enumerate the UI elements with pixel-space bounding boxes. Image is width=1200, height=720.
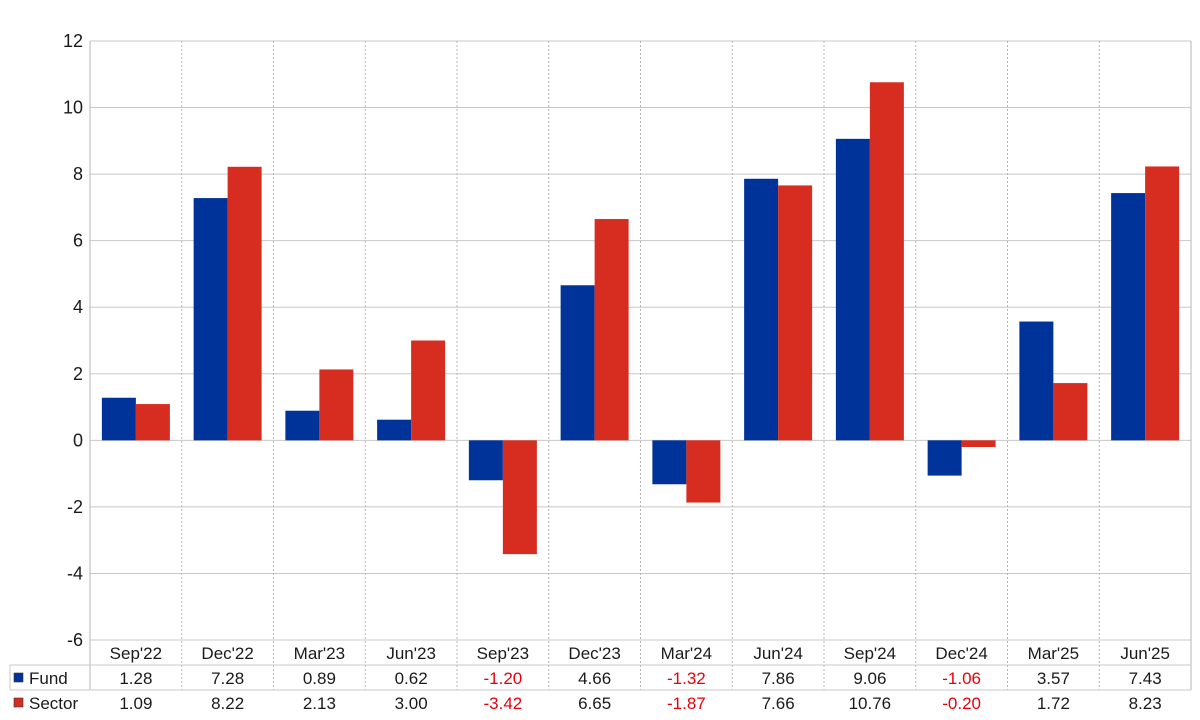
data-label: 0.62 <box>395 669 428 688</box>
y-tick-label: 12 <box>63 31 83 51</box>
bar-fund <box>560 285 595 441</box>
category-label: Mar'25 <box>1028 644 1079 663</box>
bar-fund <box>1019 321 1054 441</box>
bar-sector <box>778 185 813 441</box>
bar-sector <box>686 440 721 503</box>
data-label: -3.42 <box>484 694 523 713</box>
bar-sector <box>135 404 170 441</box>
category-label: Dec'24 <box>935 644 987 663</box>
y-tick-label: 6 <box>73 231 83 251</box>
bar-fund <box>835 138 870 441</box>
bar-sector <box>411 340 446 441</box>
bars <box>101 82 1180 555</box>
legend-swatch-sector <box>13 697 24 708</box>
category-label: Sep'22 <box>110 644 162 663</box>
data-label: -1.87 <box>667 694 706 713</box>
legend-label-fund: Fund <box>29 669 68 688</box>
bar-sector <box>869 82 904 441</box>
category-label: Jun'25 <box>1120 644 1170 663</box>
data-label: 7.43 <box>1129 669 1162 688</box>
category-label: Dec'23 <box>568 644 620 663</box>
category-label: Mar'24 <box>661 644 712 663</box>
data-label: 7.66 <box>762 694 795 713</box>
bar-sector <box>1053 383 1088 441</box>
y-tick-label: 8 <box>73 164 83 184</box>
data-label: 9.06 <box>853 669 886 688</box>
data-label: 8.22 <box>211 694 244 713</box>
category-label: Jun'23 <box>386 644 436 663</box>
data-label: -1.06 <box>942 669 981 688</box>
data-label: 6.65 <box>578 694 611 713</box>
bar-sector <box>594 219 629 441</box>
data-label: 0.89 <box>303 669 336 688</box>
data-label: 3.57 <box>1037 669 1070 688</box>
bar-fund <box>468 440 503 481</box>
bar-fund <box>652 440 687 485</box>
grid <box>89 40 1192 690</box>
y-tick-label: 10 <box>63 98 83 118</box>
category-label: Mar'23 <box>294 644 345 663</box>
category-label: Jun'24 <box>753 644 803 663</box>
bar-sector <box>319 369 354 441</box>
data-label: 3.00 <box>395 694 428 713</box>
bar-fund <box>377 419 412 441</box>
legend-swatch-fund <box>13 672 24 683</box>
data-table: Sep'22 Dec'22 Mar'23 Jun'23 Sep'23 Dec'23 Mar'… <box>9 644 1191 713</box>
data-label: 1.09 <box>119 694 152 713</box>
bar-fund <box>927 440 962 476</box>
category-label: Sep'24 <box>844 644 896 663</box>
data-label: 1.28 <box>119 669 152 688</box>
y-tick-label: -4 <box>67 563 83 583</box>
bar-sector <box>227 166 262 441</box>
bar-sector <box>1145 166 1180 441</box>
data-label: 7.28 <box>211 669 244 688</box>
data-label: -0.20 <box>942 694 981 713</box>
bar-sector <box>502 440 537 555</box>
data-label: 2.13 <box>303 694 336 713</box>
y-tick-label: 4 <box>73 297 83 317</box>
data-label: 4.66 <box>578 669 611 688</box>
y-axis: 12 10 8 6 4 2 0 -2 -4 -6 <box>63 31 83 650</box>
data-label: 7.86 <box>762 669 795 688</box>
bar-sector <box>961 440 996 447</box>
category-label: Dec'22 <box>201 644 253 663</box>
data-label: 1.72 <box>1037 694 1070 713</box>
data-label: 10.76 <box>849 694 892 713</box>
bar-fund <box>285 410 320 441</box>
legend-label-sector: Sector <box>29 694 78 713</box>
bar-fund <box>744 178 779 441</box>
y-tick-label: 0 <box>73 430 83 450</box>
data-label: -1.20 <box>484 669 523 688</box>
bar-fund <box>101 397 136 441</box>
bar-fund <box>1111 193 1146 441</box>
y-tick-label: -6 <box>67 630 83 650</box>
data-label: 8.23 <box>1129 694 1162 713</box>
y-tick-label: 2 <box>73 364 83 384</box>
y-tick-label: -2 <box>67 497 83 517</box>
data-label: -1.32 <box>667 669 706 688</box>
category-label: Sep'23 <box>477 644 529 663</box>
bar-fund <box>193 198 228 441</box>
